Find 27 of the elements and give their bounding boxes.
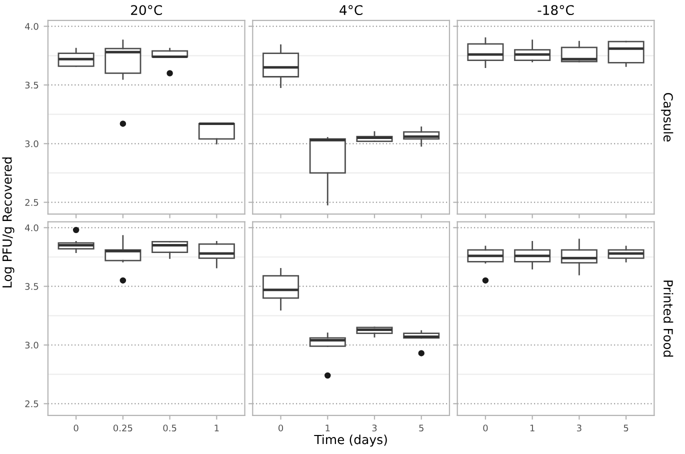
y-tick-label: 3.5 [25, 82, 38, 89]
y-tick-label: 3.0 [25, 140, 38, 148]
chart-title: -18°C [538, 5, 574, 16]
text: Capsule [661, 92, 674, 142]
y-tick-label: 3.5 [25, 283, 38, 290]
y-axis-title: Log PFU/g Recovered [2, 158, 14, 288]
chart-title: 20°C [131, 5, 162, 16]
x-axis-title: Time (days) [314, 434, 387, 447]
x-tick-label: 1 [326, 424, 330, 432]
text: Printed Food [663, 280, 674, 357]
y-tick-label: 2.5 [25, 199, 38, 206]
x-tick-label: 0 [74, 424, 78, 432]
x-tick-label: 1 [530, 424, 534, 432]
x-tick-label: 0 [278, 424, 284, 432]
x-tick-label: 0.5 [163, 424, 176, 432]
x-tick-label: 0.25 [113, 424, 132, 432]
chart-title: 4°C [340, 5, 362, 16]
x-tick-label: 5 [624, 424, 628, 432]
x-tick-label: 1 [214, 424, 219, 432]
y-tick-label: 4.0 [25, 224, 38, 232]
x-tick-label: 5 [419, 424, 424, 432]
y-tick-label: 2.5 [25, 400, 38, 408]
x-tick-label: 0 [483, 424, 488, 432]
y-tick-label: 4.0 [25, 23, 38, 30]
x-tick-label: 3 [372, 424, 377, 432]
x-tick-label: 3 [577, 424, 582, 432]
y-tick-label: 3.0 [25, 342, 38, 349]
